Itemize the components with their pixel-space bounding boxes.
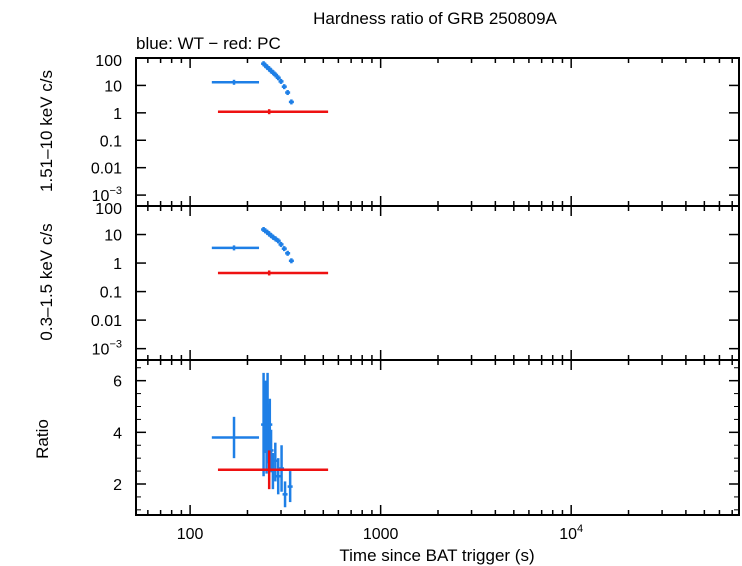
data-point	[211, 416, 260, 459]
data-point	[288, 258, 294, 264]
data-point	[211, 79, 260, 85]
x-tick-label: 1000	[363, 526, 399, 543]
series-ratio-PC	[217, 450, 329, 490]
data-point	[211, 245, 260, 251]
series-hard-WT	[211, 61, 294, 105]
y-tick-label-hard: 1	[113, 106, 122, 123]
chart-title: Hardness ratio of GRB 250809A	[313, 9, 557, 28]
chart-subtitle: blue: WT − red: PC	[136, 34, 281, 53]
data-point	[275, 75, 281, 81]
data-point	[273, 72, 279, 78]
data-point	[217, 270, 329, 276]
data-point	[278, 241, 284, 247]
y-axis-title-ratio: Ratio	[33, 419, 52, 459]
y-tick-label-soft: 0.01	[91, 313, 122, 330]
y-tick-label-hard: 0.1	[100, 133, 122, 150]
y-tick-label-ratio: 6	[113, 374, 122, 391]
data-point	[281, 246, 287, 252]
data-point	[287, 471, 293, 503]
series-soft-WT	[211, 227, 294, 264]
data-point	[275, 458, 281, 495]
y-tick-label-soft: 0.1	[100, 285, 122, 302]
x-tick-label: 104	[559, 523, 583, 543]
x-axis-title: Time since BAT trigger (s)	[339, 546, 534, 565]
panels: 1001010.10.0110−31001010.10.0110−3246100…	[91, 53, 740, 543]
x-tick-label: 100	[177, 526, 204, 543]
data-point	[288, 99, 294, 105]
series-soft-PC	[217, 270, 329, 276]
y-axis-title-soft: 0.3–1.5 keV c/s	[37, 223, 56, 340]
y-tick-label-ratio: 4	[113, 425, 122, 442]
y-tick-label-hard: 0.01	[91, 161, 122, 178]
data-point	[267, 398, 273, 451]
y-tick-label-soft: 10	[104, 228, 122, 245]
y-tick-label-hard: 10	[104, 78, 122, 95]
series-hard-PC	[217, 109, 329, 115]
y-tick-label-soft: 10−3	[92, 339, 122, 359]
y-tick-label-hard: 100	[95, 53, 122, 70]
data-point	[279, 445, 285, 492]
series-ratio-WT	[211, 372, 293, 508]
data-point	[217, 109, 329, 115]
data-point	[281, 84, 287, 90]
data-point	[275, 238, 281, 244]
data-point	[285, 90, 291, 96]
y-tick-label-soft: 100	[95, 201, 122, 218]
panel-frame-hard	[135, 57, 740, 207]
y-tick-label-ratio: 2	[113, 477, 122, 494]
panel-frame-soft	[135, 205, 740, 361]
data-point	[285, 250, 291, 256]
data-point	[278, 78, 284, 84]
panel-ratio: 2 4 6	[113, 359, 740, 516]
y-axis-title-hard: 1.51–10 keV c/s	[37, 70, 56, 192]
data-point	[217, 450, 329, 490]
panel-soft: 100 10 1 0.1 0.01 10−3	[91, 201, 740, 361]
data-point	[282, 481, 288, 508]
y-tick-label-soft: 1	[113, 256, 122, 273]
